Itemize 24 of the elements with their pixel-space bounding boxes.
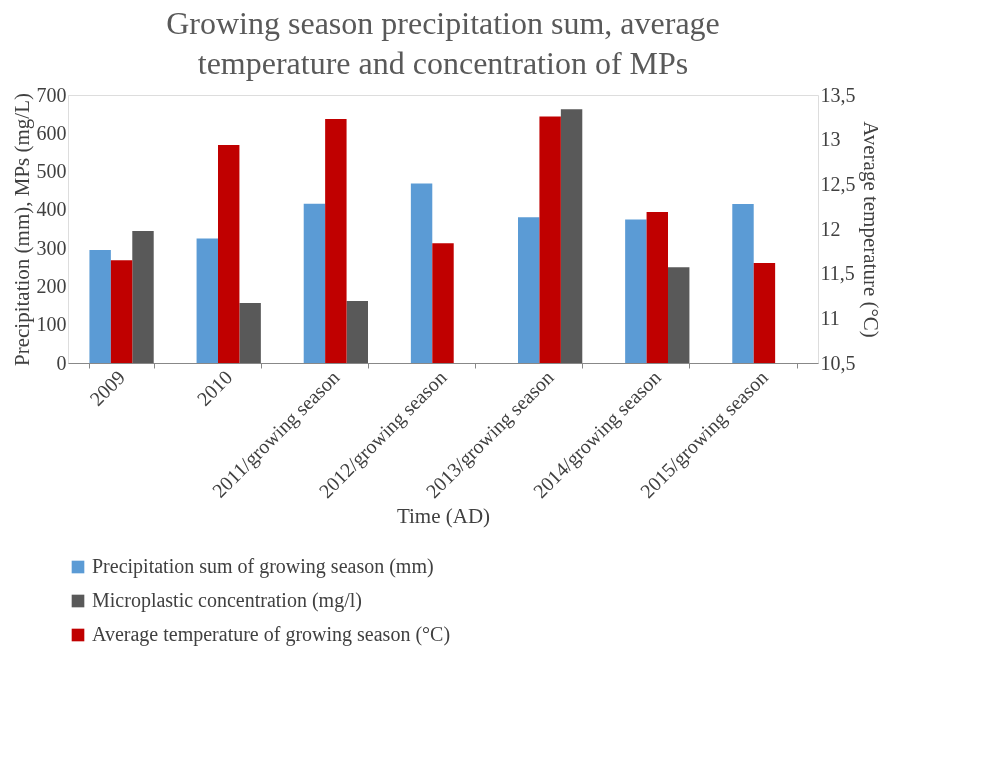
chart-title: Growing season precipitation sum, average temperature and concentration of MPs bbox=[166, 5, 720, 81]
y2-tick-label: 11,5 bbox=[820, 262, 855, 285]
y-tick-label: 0 bbox=[56, 351, 67, 374]
x-axis-title: Time (AD) bbox=[396, 504, 491, 529]
y2-axis-title: Average temperature (°C) bbox=[858, 121, 883, 338]
legend-label: Precipitation sum of growing season (mm) bbox=[92, 555, 434, 578]
y2-tick-label: 13,5 bbox=[820, 83, 856, 106]
y-tick-label: 300 bbox=[36, 236, 67, 259]
y2-tick-label: 10,5 bbox=[820, 351, 856, 374]
y-tick-label: 400 bbox=[36, 198, 67, 221]
y2-tick-label: 13 bbox=[820, 128, 841, 151]
y2-tick-label: 12 bbox=[820, 217, 841, 240]
bar bbox=[346, 300, 368, 363]
y2-tick-label: 11 bbox=[820, 306, 840, 329]
y-tick-label: 200 bbox=[36, 274, 67, 297]
y-tick-label: 700 bbox=[36, 83, 67, 106]
y2-tick-label: 12,5 bbox=[820, 172, 856, 195]
legend-label: Microplastic concentration (mg/l) bbox=[92, 589, 362, 612]
y-tick-label: 100 bbox=[36, 313, 67, 336]
y-axis-title: Precipitation (mm), MPs (mg/L) bbox=[9, 93, 34, 366]
legend-label: Average temperature of growing season (°C) bbox=[92, 623, 451, 646]
y-tick-label: 600 bbox=[36, 121, 67, 144]
y-tick-label: 500 bbox=[36, 160, 67, 183]
bar bbox=[239, 302, 261, 363]
